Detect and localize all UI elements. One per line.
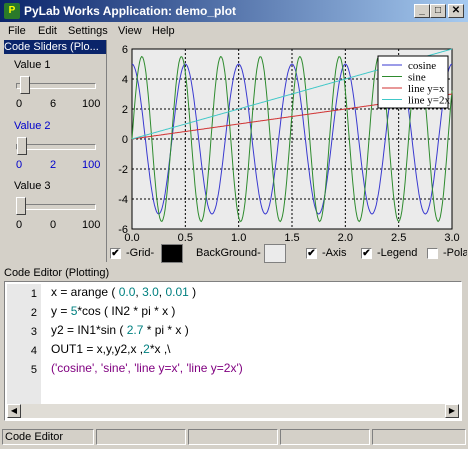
slider-track-value2[interactable] xyxy=(16,144,96,150)
y-tick-label: -6 xyxy=(118,224,128,236)
code-line[interactable]: y = 5*cos ( IN2 * pi * x ) xyxy=(51,304,176,318)
code-editor[interactable]: 1 2 3 4 5 x = arange ( 0.0, 3.0, 0.01 ) … xyxy=(4,281,462,421)
slider-thumb-value2[interactable] xyxy=(17,137,28,155)
maximize-button[interactable]: □ xyxy=(430,4,446,18)
code-sliders-panel: Code Sliders (Plo... Value 1 0 6 100 Val… xyxy=(4,40,107,262)
menu-file[interactable]: File xyxy=(8,25,26,37)
x-tick-label: 2.0 xyxy=(338,232,353,244)
background-color-swatch[interactable] xyxy=(264,244,286,263)
slider-track-value1[interactable] xyxy=(16,83,96,89)
legend-entry: line y=2x xyxy=(408,95,450,107)
x-tick-label: 2.5 xyxy=(391,232,406,244)
y-tick-label: -4 xyxy=(118,194,128,206)
legend-label: -Legend xyxy=(377,247,418,259)
y-tick-label: 2 xyxy=(122,104,128,116)
menu-settings[interactable]: Settings xyxy=(68,25,108,37)
grid-color-swatch[interactable] xyxy=(161,244,183,263)
menu-bar: File Edit Settings View Help xyxy=(0,22,468,40)
code-sliders-header: Code Sliders (Plo... xyxy=(4,40,106,54)
status-panel-empty xyxy=(188,429,278,445)
line-number: 4 xyxy=(30,345,37,357)
scroll-left-button[interactable]: ◀ xyxy=(7,404,21,418)
y-tick-label: 6 xyxy=(122,44,128,56)
series-line-1 xyxy=(131,55,453,223)
slider-label-value3: Value 3 xyxy=(14,180,51,192)
slider-current-value3: 0 xyxy=(50,219,57,231)
y-tick-label: 0 xyxy=(122,134,128,146)
legend-entry: sine xyxy=(408,72,426,84)
code-line[interactable]: ('cosine', 'sine', 'line y=x', 'line y=2… xyxy=(51,361,243,375)
y-tick-label: 4 xyxy=(122,74,128,86)
x-tick-label: 3.0 xyxy=(444,232,459,244)
x-tick-label: 1.0 xyxy=(231,232,246,244)
status-panel-empty xyxy=(96,429,186,445)
line-number: 5 xyxy=(30,364,37,376)
app-icon: P xyxy=(4,3,20,19)
status-panel-empty xyxy=(280,429,370,445)
slider-thumb-value3[interactable] xyxy=(16,197,26,215)
menu-edit[interactable]: Edit xyxy=(38,25,57,37)
status-bar: Code Editor xyxy=(0,428,468,449)
menu-help[interactable]: Help xyxy=(152,25,175,37)
x-tick-label: 1.5 xyxy=(284,232,299,244)
line-number: 3 xyxy=(30,326,37,338)
line-number: 1 xyxy=(30,288,37,300)
slider-label-value2: Value 2 xyxy=(14,120,51,132)
grid-checkbox[interactable]: ✔ xyxy=(110,248,121,259)
y-tick-label: -2 xyxy=(118,164,128,176)
line-number-gutter: 1 2 3 4 5 xyxy=(7,284,41,404)
slider-min-value3: 0 xyxy=(16,219,23,231)
plot-chart: 0.0 0.5 1.0 1.5 2.0 2.5 3.0 6 4 2 0 -2 -4 -6 cosinesin… xyxy=(118,44,459,244)
slider-max-value1: 100 xyxy=(82,98,101,110)
polar-checkbox[interactable] xyxy=(427,248,438,259)
slider-track-value3[interactable] xyxy=(16,204,96,210)
slider-min-value2: 0 xyxy=(16,159,23,171)
slider-label-value1: Value 1 xyxy=(14,59,51,71)
axis-label: -Axis xyxy=(322,247,347,259)
slider-thumb-value1[interactable] xyxy=(20,76,31,94)
legend-checkbox[interactable]: ✔ xyxy=(361,248,372,259)
code-line[interactable]: y2 = IN1*sin ( 2.7 * pi * x ) xyxy=(51,323,189,337)
menu-view[interactable]: View xyxy=(118,25,142,37)
polar-label: -Pola xyxy=(443,247,467,259)
status-panel: Code Editor xyxy=(2,429,94,445)
axis-checkbox[interactable]: ✔ xyxy=(306,248,317,259)
code-editor-header: Code Editor (Plotting) xyxy=(4,267,110,279)
slider-current-value1: 6 xyxy=(50,98,57,110)
x-tick-label: 0.0 xyxy=(124,232,139,244)
slider-current-value2: 2 xyxy=(50,159,57,171)
close-button[interactable]: ✕ xyxy=(448,4,464,18)
line-number: 2 xyxy=(30,307,37,319)
slider-max-value2: 100 xyxy=(82,159,101,171)
legend-entry: line y=x xyxy=(408,83,445,95)
code-line[interactable]: x = arange ( 0.0, 3.0, 0.01 ) xyxy=(51,285,197,299)
status-panel-empty xyxy=(372,429,466,445)
window-title: PyLab Works Application: demo_plot xyxy=(24,4,237,18)
legend-entry: cosine xyxy=(408,60,436,72)
horizontal-scrollbar[interactable]: ◀ ▶ xyxy=(7,404,459,418)
scroll-right-button[interactable]: ▶ xyxy=(445,404,459,418)
title-bar: P PyLab Works Application: demo_plot _ □… xyxy=(0,0,468,22)
minimize-button[interactable]: _ xyxy=(414,4,430,18)
slider-min-value1: 0 xyxy=(16,98,23,110)
grid-label: -Grid- xyxy=(126,247,155,259)
x-tick-label: 0.5 xyxy=(178,232,193,244)
background-label: BackGround- xyxy=(196,247,261,259)
slider-max-value3: 100 xyxy=(82,219,101,231)
code-line[interactable]: OUT1 = x,y,y2,x ,2*x ,\ xyxy=(51,342,171,356)
